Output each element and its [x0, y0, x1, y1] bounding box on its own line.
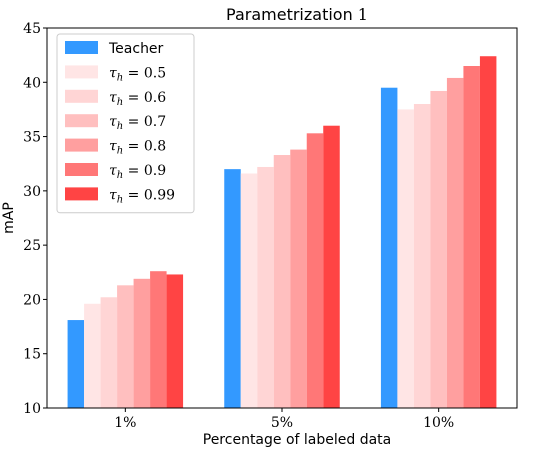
bar-series-1-cat-2 [397, 109, 414, 409]
legend-swatch-6 [65, 187, 98, 201]
bar-series-6-cat-1 [323, 125, 340, 409]
x-axis-label: Percentage of labeled data [203, 432, 392, 448]
legend-label-4: τh = 0.8 [109, 139, 166, 157]
legend-swatch-0 [65, 41, 98, 54]
legend-label-1: τh = 0.5 [109, 65, 166, 83]
bar-series-0-cat-1 [224, 169, 241, 408]
legend-label-2: τh = 0.6 [109, 90, 166, 108]
y-tick-label-7: 45 [23, 21, 41, 37]
legend-label-5: τh = 0.9 [109, 163, 166, 181]
bar-series-1-cat-0 [84, 303, 101, 408]
y-tick-label-6: 40 [23, 75, 41, 91]
bar-series-5-cat-0 [150, 271, 167, 408]
bar-series-5-cat-1 [306, 133, 324, 408]
y-axis-label: mAP [1, 202, 17, 234]
chart-title: Parametrization 1 [226, 5, 368, 24]
y-tick-label-5: 35 [23, 130, 41, 146]
legend-swatch-3 [65, 114, 98, 128]
legend-label-6: τh = 0.99 [109, 187, 175, 205]
legend: Teacher τh = 0.5 τh = 0.6 τh = 0.7 τh = 0.8 τ… [56, 33, 195, 214]
plot-area [46, 27, 518, 409]
bar-series-6-cat-2 [479, 56, 497, 408]
x-tick-label-0: 1% [114, 415, 136, 431]
bar-series-3-cat-0 [117, 285, 134, 408]
y-tick-label-1: 15 [23, 347, 41, 363]
bar-series-1-cat-1 [240, 173, 258, 408]
legend-label-0: Teacher [108, 41, 164, 57]
legend-swatch-1 [65, 65, 98, 79]
bar-series-4-cat-2 [446, 77, 464, 408]
x-axis: 1% 5% 10% [114, 408, 454, 431]
bar-series-0-cat-0 [67, 320, 85, 408]
legend-swatch-4 [65, 138, 98, 152]
bar-series-3-cat-2 [430, 90, 447, 408]
y-tick-label-4: 30 [23, 184, 41, 200]
bar-series-2-cat-2 [413, 104, 431, 408]
bar-series-3-cat-1 [273, 155, 291, 408]
y-tick-label-3: 25 [23, 238, 41, 254]
bar-series-4-cat-0 [133, 278, 151, 408]
x-tick-label-2: 10% [423, 415, 454, 431]
x-tick-label-1: 5% [271, 415, 293, 431]
bar-series-0-cat-2 [380, 87, 398, 409]
bar-series-2-cat-1 [257, 166, 274, 408]
y-tick-label-0: 10 [23, 401, 41, 417]
y-axis: 10 15 20 25 30 35 40 45 [23, 21, 47, 417]
legend-swatch-2 [65, 89, 98, 103]
bar-series-4-cat-1 [290, 149, 307, 408]
legend-swatch-5 [65, 163, 98, 176]
bar-series-2-cat-0 [100, 297, 118, 408]
bar-series-5-cat-2 [463, 66, 480, 408]
bar-series-6-cat-0 [166, 274, 184, 408]
legend-label-3: τh = 0.7 [109, 114, 166, 132]
y-tick-label-2: 20 [23, 292, 41, 308]
